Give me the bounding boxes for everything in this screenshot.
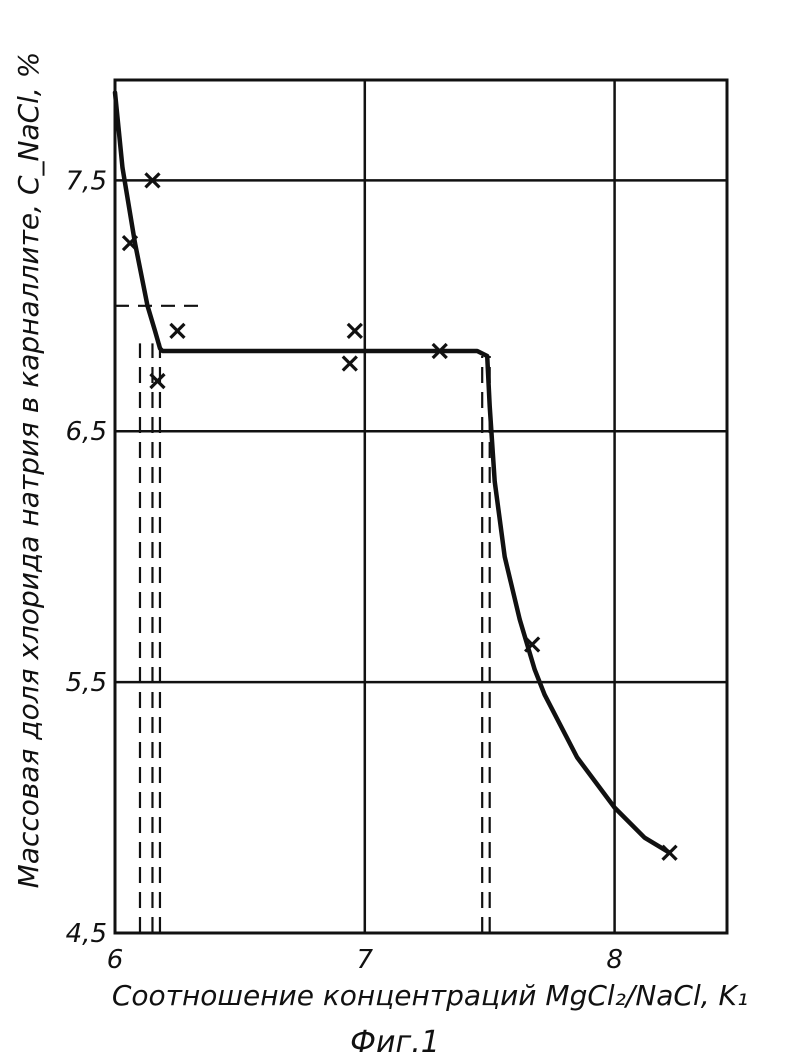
data-point — [343, 356, 357, 370]
y-axis-label: Массовая доля хлорида натрия в карналлит… — [12, 52, 45, 889]
grid — [115, 80, 727, 933]
y-tick-label: 4,5 — [66, 919, 107, 949]
tick-labels: 6 7 8 4,5 5,5 6,5 7,5 — [66, 166, 623, 975]
figure-caption: Фиг.1 — [350, 1025, 440, 1060]
x-axis-label: Соотношение концентраций MgCl₂/NaCl, K₁ — [112, 979, 748, 1012]
axes — [115, 80, 727, 933]
data-point — [170, 324, 184, 338]
x-tick-label: 7 — [357, 945, 374, 975]
y-tick-label: 6,5 — [66, 417, 107, 447]
x-tick-label: 6 — [107, 945, 124, 975]
data-point — [348, 324, 362, 338]
x-tick-label: 8 — [606, 945, 623, 975]
y-tick-label: 5,5 — [66, 668, 107, 698]
data-point — [663, 846, 677, 860]
plot-frame — [115, 80, 727, 933]
series-line — [115, 93, 670, 853]
data-curve — [115, 93, 670, 853]
reference-lines — [115, 306, 490, 933]
data-points — [123, 173, 677, 859]
y-tick-label: 7,5 — [66, 166, 107, 196]
